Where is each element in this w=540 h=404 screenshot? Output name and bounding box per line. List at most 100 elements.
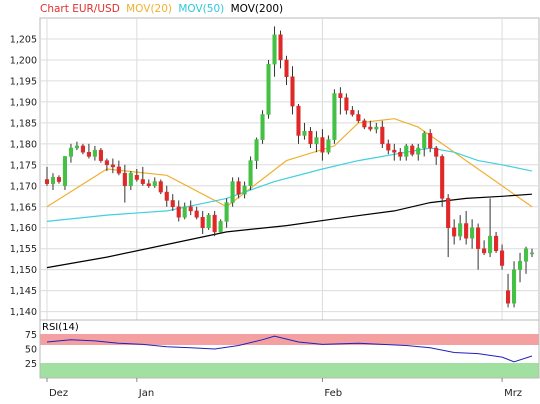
candle-down (452, 227, 457, 237)
rsi-y-axis: 25 50 75 (25, 330, 37, 370)
candle-up (517, 261, 523, 270)
candle-up (242, 185, 247, 195)
candle-down (308, 131, 313, 145)
title-mov50: MOV(50) (178, 3, 224, 15)
x-tick-label: Jan (138, 388, 154, 399)
candle-down (212, 214, 217, 233)
candle-up (248, 160, 253, 187)
candle-down (362, 120, 367, 128)
candle-up (416, 147, 421, 155)
candle-up (92, 149, 97, 157)
y-tick-label: 1,200 (10, 55, 37, 66)
title-symbol: Chart EUR/USD (40, 3, 120, 15)
candle-down (134, 175, 139, 180)
rsi-tick-label: 50 (25, 345, 37, 356)
candle-up (326, 139, 331, 153)
candle-down (506, 290, 511, 304)
candle-up (128, 172, 133, 187)
x-tick-label: Dez (49, 388, 68, 399)
candle-down (494, 235, 499, 252)
candle-down (278, 34, 283, 61)
candle-down (170, 200, 175, 207)
y-tick-label: 1,165 (10, 202, 37, 213)
candle-down (140, 179, 145, 184)
candle-up (74, 145, 79, 149)
y-tick-label: 1,205 (10, 34, 37, 45)
series-line (46, 193, 533, 269)
candle-down (428, 133, 433, 149)
rsi-panel-frame (39, 319, 540, 379)
candle-down (56, 177, 62, 182)
candle-up (260, 114, 265, 140)
rsi-line (46, 335, 533, 363)
candle-down (320, 137, 325, 153)
candle-up (488, 235, 493, 254)
main-panel-frame (39, 17, 540, 321)
candle-up (272, 34, 277, 65)
candle-up (230, 181, 235, 203)
candle-up (511, 269, 517, 304)
candle-up (254, 139, 259, 161)
candle-down (356, 114, 361, 122)
y-tick-label: 1,155 (10, 244, 37, 255)
y-tick-label: 1,190 (10, 97, 37, 108)
candle-up (152, 181, 157, 187)
series-line (46, 147, 533, 222)
candle-down (122, 172, 127, 187)
y-tick-label: 1,145 (10, 286, 37, 297)
candle-down (476, 227, 481, 249)
series-line (46, 118, 533, 208)
candle-up (332, 93, 337, 140)
moving-average-lines (46, 118, 533, 269)
y-tick-label: 1,185 (10, 118, 37, 129)
candle-up (68, 147, 73, 157)
chart-title: Chart EUR/USD MOV(20) MOV(50) MOV(200) (40, 3, 283, 15)
candle-down (98, 149, 103, 161)
candle-up (218, 221, 223, 233)
candle-down (368, 126, 373, 130)
candle-up (422, 133, 427, 149)
candle-down (158, 181, 163, 193)
candle-down (104, 160, 109, 166)
rsi-title: RSI(14) (42, 322, 79, 333)
candle-down (392, 149, 397, 153)
candle-down (146, 183, 151, 187)
rsi-tick-label: 75 (25, 330, 37, 341)
y-tick-label: 1,195 (10, 76, 37, 87)
y-tick-label: 1,170 (10, 181, 37, 192)
candle-up (523, 248, 529, 262)
candle-down (164, 191, 169, 201)
candle-down (440, 156, 445, 199)
rsi-series-line (46, 335, 533, 363)
candle-down (500, 250, 505, 266)
candle-down (464, 223, 469, 239)
title-mov200: MOV(200) (231, 3, 284, 15)
main-grid (40, 18, 539, 320)
candle-down (188, 206, 193, 212)
candle-up (224, 202, 229, 222)
candle-down (200, 216, 205, 228)
candle-down (176, 206, 181, 218)
candle-down (80, 145, 85, 153)
candle-down (446, 198, 451, 228)
y-tick-label: 1,150 (10, 265, 37, 276)
candle-down (344, 97, 349, 111)
candle-down (110, 164, 115, 168)
y-tick-label: 1,175 (10, 160, 37, 171)
candle-up (206, 214, 211, 228)
x-tick-label: Mrz (504, 388, 522, 399)
candle-down (194, 210, 199, 218)
x-axis: Dez Jan Feb Mrz (46, 378, 522, 399)
candle-down (290, 76, 295, 107)
title-mov20: MOV(20) (126, 3, 172, 15)
candle-down (284, 59, 289, 77)
candle-down (434, 147, 439, 157)
candle-down (236, 181, 241, 195)
y-tick-label: 1,180 (10, 139, 37, 150)
candle-up (470, 227, 475, 239)
y-tick-label: 1,160 (10, 223, 37, 234)
candle-down (410, 145, 415, 155)
candle-up (374, 126, 379, 130)
